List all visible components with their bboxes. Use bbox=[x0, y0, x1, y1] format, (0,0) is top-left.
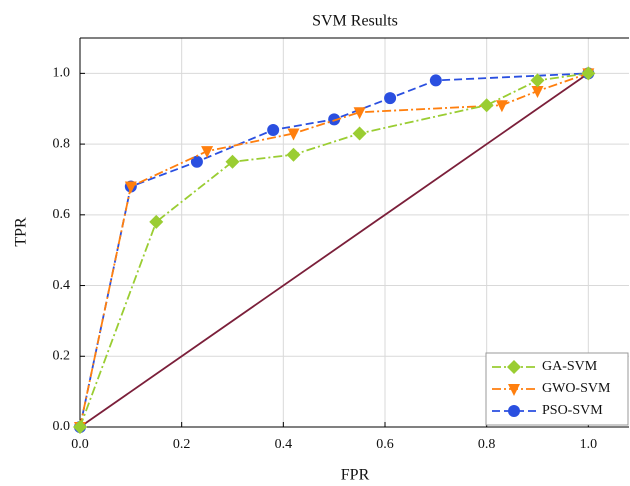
point bbox=[495, 100, 508, 113]
y-tick-label: 0.6 bbox=[53, 207, 71, 222]
x-tick-label: 0.4 bbox=[275, 437, 293, 452]
point bbox=[353, 107, 366, 120]
point bbox=[384, 92, 397, 105]
point bbox=[507, 360, 521, 374]
x-tick-label: 0.0 bbox=[71, 437, 89, 452]
point bbox=[530, 73, 545, 88]
point bbox=[73, 420, 87, 434]
y-axis-label: TPR bbox=[13, 217, 30, 247]
series-line bbox=[79, 72, 589, 428]
point bbox=[531, 86, 544, 99]
point bbox=[124, 181, 137, 194]
chart-title: SVM Results bbox=[312, 13, 398, 30]
y-tick-label: 0.4 bbox=[53, 278, 71, 293]
point bbox=[352, 126, 367, 141]
y-tick-label: 0.0 bbox=[53, 419, 71, 434]
series-line bbox=[79, 72, 589, 428]
y-tick-label: 1.0 bbox=[53, 66, 71, 81]
point bbox=[479, 98, 494, 113]
legend-label: GA-SVM bbox=[542, 359, 598, 374]
point bbox=[267, 123, 280, 136]
legend-label: GWO-SVM bbox=[542, 381, 611, 396]
x-tick-label: 0.6 bbox=[376, 437, 394, 452]
x-tick-label: 1.0 bbox=[580, 437, 598, 452]
point bbox=[201, 146, 214, 159]
x-tick-label: 0.8 bbox=[478, 437, 496, 452]
point bbox=[286, 147, 301, 162]
point bbox=[328, 113, 341, 126]
point bbox=[429, 74, 442, 87]
point bbox=[149, 214, 164, 229]
point bbox=[581, 66, 596, 81]
point bbox=[225, 154, 240, 169]
point bbox=[190, 155, 203, 168]
x-axis-label: FPR bbox=[341, 467, 370, 484]
point bbox=[508, 384, 520, 396]
legend-label: PSO-SVM bbox=[542, 403, 603, 418]
point bbox=[287, 128, 300, 141]
legend: GA-SVM GWO-SVM PSO-SVM bbox=[485, 352, 629, 426]
y-tick-label: 0.2 bbox=[53, 348, 71, 363]
point bbox=[508, 405, 520, 417]
x-tick-label: 0.2 bbox=[173, 437, 191, 452]
y-tick-label: 0.8 bbox=[53, 136, 71, 151]
series-line bbox=[79, 72, 589, 428]
